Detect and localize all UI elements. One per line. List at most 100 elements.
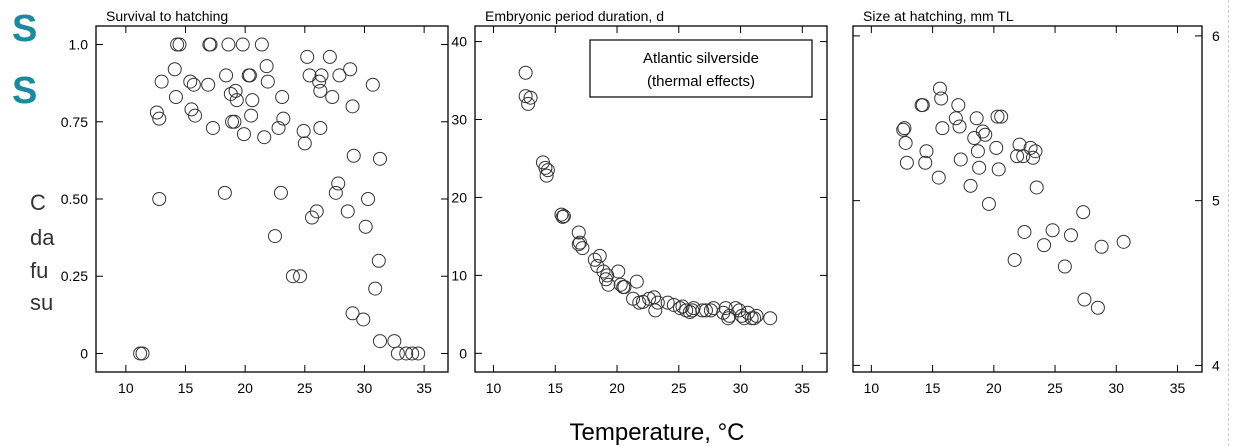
data-point-size-at-hatching (918, 155, 933, 170)
data-point-survival (387, 334, 402, 349)
x-tick-label-embryonic-duration: 20 (609, 380, 625, 396)
data-point-survival (358, 219, 373, 234)
data-point-embryonic-duration (675, 299, 690, 314)
data-point-embryonic-duration (698, 303, 713, 318)
x-tick-label-survival: 10 (118, 380, 134, 396)
data-point-size-at-hatching (952, 119, 967, 134)
y-tick-label-size-at-hatching: 5 (1212, 193, 1220, 209)
data-point-survival (313, 83, 328, 98)
data-point-embryonic-duration (613, 277, 628, 292)
data-point-survival (411, 346, 426, 361)
data-point-size-at-hatching (1017, 224, 1032, 239)
y-tick-label-survival: 1.0 (69, 37, 89, 53)
y-tick-label-embryonic-duration: 0 (459, 345, 467, 361)
data-point-survival (297, 136, 312, 151)
slide-edge-divider (1228, 0, 1229, 446)
panel-size-at-hatching: Size at hatching, mm TL 10 15 20 25 30 35 4 5 6 (852, 8, 1220, 396)
panel-title-survival: Survival to hatching (106, 8, 228, 24)
data-point-size-at-hatching (969, 111, 984, 126)
data-point-survival (167, 62, 182, 77)
data-point-embryonic-duration (571, 237, 586, 252)
x-tick-label-survival: 15 (178, 380, 194, 396)
data-point-survival (293, 269, 308, 284)
data-point-embryonic-duration (539, 168, 554, 183)
data-point-size-at-hatching (932, 81, 947, 96)
shared-x-axis-label: Temperature, °C (570, 419, 745, 446)
y-tick-label-embryonic-duration: 40 (451, 34, 467, 50)
x-tick-label-size-at-hatching: 10 (864, 380, 880, 396)
data-point-size-at-hatching (1026, 150, 1041, 165)
data-point-embryonic-duration (763, 311, 778, 326)
data-point-size-at-hatching (1076, 205, 1091, 220)
data-point-embryonic-duration (523, 90, 538, 105)
data-point-survival (328, 185, 343, 200)
data-point-survival (302, 68, 317, 83)
data-point-survival (361, 192, 376, 206)
data-point-survival (340, 204, 355, 219)
x-tick-label-embryonic-duration: 25 (671, 380, 687, 396)
data-point-survival (273, 185, 288, 200)
panel-title-embryonic-duration: Embryonic period duration, d (485, 8, 664, 24)
data-point-survival (332, 68, 347, 83)
data-point-survival (235, 37, 250, 52)
data-point-size-at-hatching (919, 144, 934, 159)
data-point-survival (345, 306, 360, 321)
data-point-survival (227, 114, 242, 129)
data-point-survival (221, 37, 236, 52)
data-point-survival (346, 148, 361, 163)
data-point-survival (296, 124, 311, 139)
data-point-survival (399, 346, 414, 361)
data-point-embryonic-duration (695, 303, 710, 318)
slide-title-fragment-1: S (12, 8, 38, 50)
data-point-survival (205, 120, 220, 135)
data-point-embryonic-duration (540, 163, 555, 178)
data-point-survival (275, 90, 290, 105)
data-point-embryonic-duration (660, 295, 675, 310)
slide-body-fragment-3: fu (30, 258, 49, 283)
data-point-survival (152, 192, 167, 206)
data-point-survival (343, 62, 358, 77)
data-point-size-at-hatching (1029, 180, 1044, 195)
y-tick-label-embryonic-duration: 30 (451, 112, 467, 128)
data-point-size-at-hatching (1077, 292, 1092, 307)
data-point-size-at-hatching (935, 121, 950, 136)
data-point-embryonic-duration (592, 248, 607, 263)
data-point-size-at-hatching (1045, 223, 1060, 238)
data-point-size-at-hatching (1037, 238, 1052, 253)
data-point-survival (365, 77, 380, 92)
y-tick-label-size-at-hatching: 6 (1212, 28, 1220, 44)
data-point-size-at-hatching (970, 144, 985, 159)
x-tick-label-survival: 25 (297, 380, 313, 396)
data-point-survival (203, 37, 218, 52)
legend-box: Atlantic silverside (thermal effects) (589, 39, 813, 98)
y-tick-label-survival: 0 (80, 345, 88, 361)
panel-frame-survival (95, 25, 449, 373)
data-point-size-at-hatching (1063, 228, 1078, 243)
data-point-embryonic-duration (629, 274, 644, 289)
data-point-size-at-hatching (963, 178, 978, 193)
data-point-embryonic-duration (616, 280, 631, 295)
data-point-size-at-hatching (1116, 234, 1131, 249)
data-point-embryonic-duration (650, 295, 665, 310)
data-point-size-at-hatching (951, 98, 966, 113)
data-point-survival (372, 151, 387, 166)
data-point-survival (245, 93, 260, 108)
data-point-embryonic-duration (706, 301, 721, 316)
data-point-survival (276, 111, 291, 126)
legend-line-2: (thermal effects) (647, 73, 755, 90)
y-tick-label-survival: 0.50 (61, 191, 88, 207)
x-tick-label-embryonic-duration: 35 (795, 380, 811, 396)
data-point-size-at-hatching (948, 111, 963, 126)
data-point-embryonic-duration (666, 297, 681, 312)
y-tick-label-survival: 0.75 (61, 114, 88, 130)
data-point-survival (236, 127, 251, 142)
data-point-survival (285, 269, 300, 284)
data-point-embryonic-duration (749, 308, 764, 323)
data-point-size-at-hatching (898, 135, 913, 150)
data-point-size-at-hatching (915, 98, 930, 113)
data-point-survival (257, 130, 272, 145)
data-point-survival (149, 105, 164, 120)
data-point-embryonic-duration (611, 264, 626, 279)
data-point-survival (168, 90, 183, 105)
data-point-survival (331, 176, 346, 191)
